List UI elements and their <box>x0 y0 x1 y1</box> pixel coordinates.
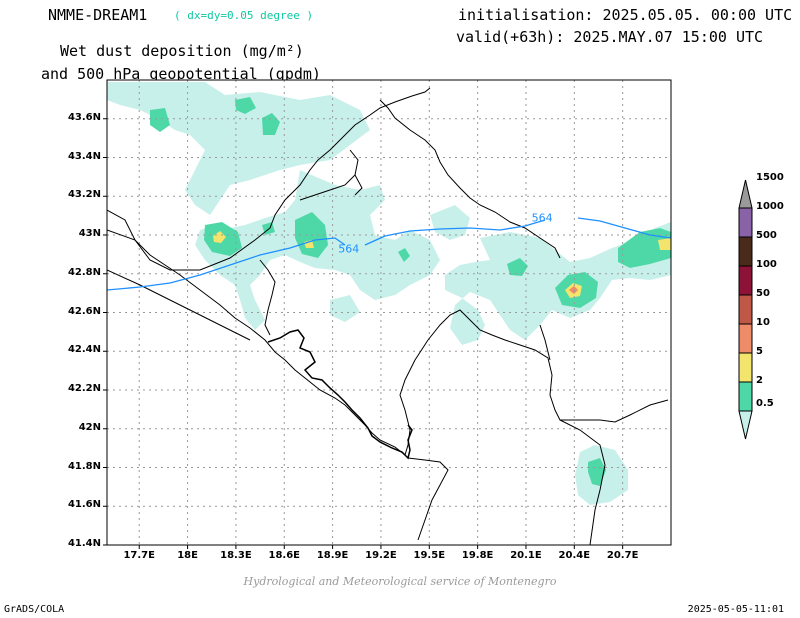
lat-label: 41.4N <box>67 538 101 549</box>
colorbar-segment <box>738 352 753 383</box>
colorbar-segment <box>738 323 753 354</box>
contour-label: 564 <box>338 243 359 256</box>
lon-label: 18E <box>177 550 198 561</box>
lon-label: 19.5E <box>413 550 446 561</box>
colorbar-label: 10 <box>756 317 770 328</box>
lat-label: 42.4N <box>67 344 101 356</box>
footer-software: GrADS/COLA <box>4 604 65 615</box>
lat-label: 42.6N <box>67 305 101 317</box>
footer-timestamp: 2025-05-05-11:01 <box>687 604 784 615</box>
colorbar-label: 5 <box>756 346 763 357</box>
contour-label: 564 <box>532 212 553 225</box>
lon-label: 19.8E <box>461 550 494 561</box>
lat-label: 42N <box>78 421 101 433</box>
lon-label: 17.7E <box>123 550 155 561</box>
map-title-line2: and 500 hPa geopotential (gpdm) <box>41 65 321 83</box>
lat-label: 42.8N <box>67 266 101 278</box>
initialisation-time: initialisation: 2025.05.05. 00:00 UTC <box>458 6 793 24</box>
colorbar-label: 1000 <box>756 201 784 212</box>
colorbar-max-arrow <box>738 179 753 209</box>
colorbar-label: 0.5 <box>756 398 774 409</box>
colorbar-min-arrow <box>738 410 753 440</box>
colorbar-segment <box>738 236 753 267</box>
geopotential-contour-564 <box>107 217 671 291</box>
colorbar-label: 50 <box>756 288 770 299</box>
border-bih-mne <box>259 149 363 336</box>
lon-label: 18.6E <box>268 550 300 561</box>
lon-label: 18.3E <box>220 550 252 561</box>
lat-label: 43N <box>78 228 101 239</box>
lat-label: 43.4N <box>67 150 101 162</box>
colorbar-segment <box>738 294 753 325</box>
valid-time: valid(+63h): 2025.MAY.07 15:00 UTC <box>456 28 764 46</box>
lat-label: 42.2N <box>67 383 101 394</box>
model-name: NMME-DREAM1 <box>48 6 148 24</box>
colorbar-label: 100 <box>756 259 777 270</box>
colorbar-segment <box>738 207 753 238</box>
colorbar <box>738 179 753 440</box>
model-resolution: ( dx=dy=0.05 degree ) <box>174 9 314 22</box>
colorbar-segment <box>738 381 753 412</box>
border-serbia-kosovo <box>379 99 561 259</box>
coastline-bay <box>267 329 413 460</box>
lat-label: 43.2N <box>67 189 101 201</box>
coast-south <box>107 269 251 341</box>
border-kosovo-macedonia <box>539 324 606 545</box>
lat-label: 41.8N <box>67 460 101 472</box>
lon-label: 18.9E <box>316 550 349 561</box>
border-croatia-bih <box>107 87 431 271</box>
lon-label: 20.1E <box>510 550 542 561</box>
map-frame <box>106 79 672 546</box>
deposition-10-50 <box>569 286 578 294</box>
lon-label: 20.4E <box>558 550 591 561</box>
lat-label: 43.6N <box>67 111 101 123</box>
border-mne-albania <box>399 309 669 456</box>
border-lake <box>407 457 449 541</box>
coastlines-borders <box>107 87 669 545</box>
colorbar-label: 500 <box>756 230 777 241</box>
colorbar-label: 2 <box>756 375 763 386</box>
credit-text: Hydrological and Meteorological service … <box>243 575 557 588</box>
graticule <box>103 80 671 549</box>
lon-label: 20.7E <box>606 550 639 561</box>
map-title-line1: Wet dust deposition (mg/m²) <box>60 42 304 60</box>
lat-label: 41.6N <box>67 499 101 511</box>
colorbar-segment <box>738 265 753 296</box>
lon-label: 19.2E <box>365 550 397 561</box>
colorbar-label: 1500 <box>756 172 784 183</box>
